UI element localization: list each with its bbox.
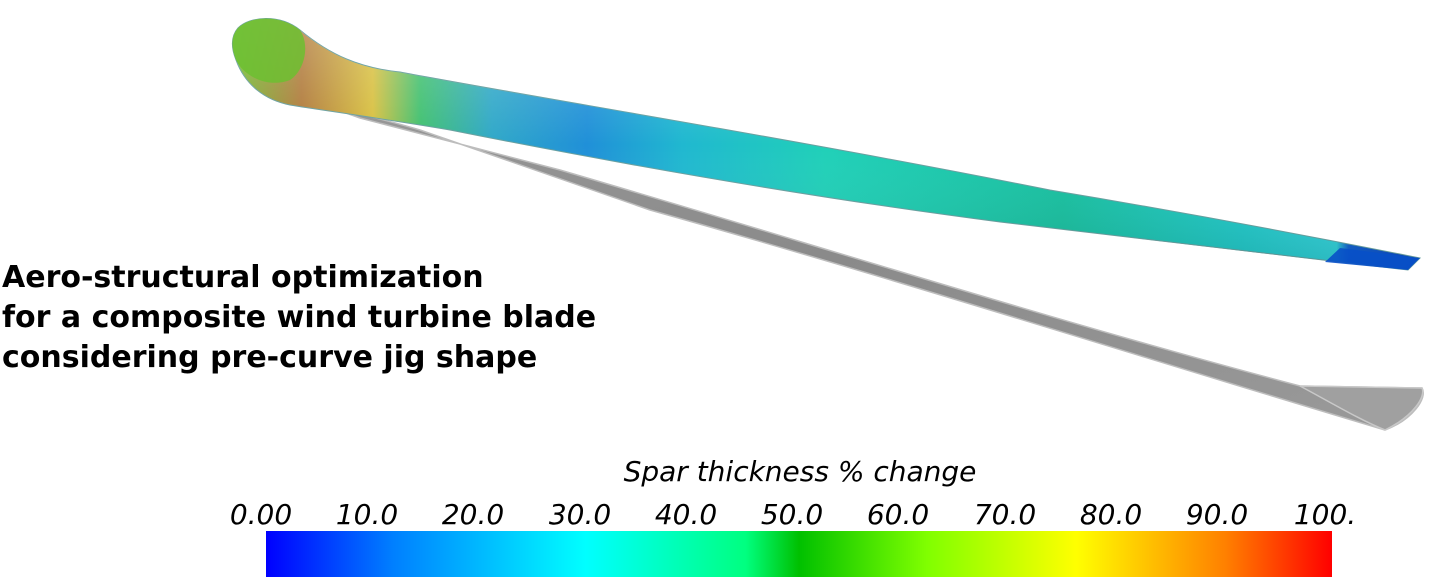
colorbar-tick: 80.0 bbox=[1079, 498, 1143, 531]
colorbar-tick: 30.0 bbox=[548, 498, 612, 531]
title-line: considering pre-curve jig shape bbox=[2, 340, 538, 375]
colorbar-tick: 70.0 bbox=[973, 498, 1037, 531]
colorbar-tick: 100. bbox=[1293, 498, 1357, 531]
title-line: for a composite wind turbine blade bbox=[2, 300, 597, 335]
jig-blade-shape bbox=[273, 73, 1424, 431]
colorbar-tick: 90.0 bbox=[1185, 498, 1249, 531]
blade-root-cylinder bbox=[232, 18, 306, 83]
blade-tip-region bbox=[1325, 248, 1420, 270]
title-line: Aero-structural optimization bbox=[2, 260, 484, 295]
optimized-blade-shading bbox=[232, 18, 1421, 270]
colorbar-tick: 40.0 bbox=[654, 498, 718, 531]
colorbar-tick: 60.0 bbox=[866, 498, 930, 531]
colorbar-tick: 50.0 bbox=[760, 498, 824, 531]
colorbar-tick: 20.0 bbox=[441, 498, 505, 531]
colorbar-title: Spar thickness % change bbox=[623, 455, 977, 488]
jig-blade-tip bbox=[1299, 385, 1424, 431]
colorbar-tick: 10.0 bbox=[335, 498, 399, 531]
colorbar-tick: 0.00 bbox=[229, 498, 293, 531]
figure-title: Aero-structural optimization for a compo… bbox=[2, 258, 596, 378]
colorbar-gradient bbox=[266, 531, 1332, 577]
